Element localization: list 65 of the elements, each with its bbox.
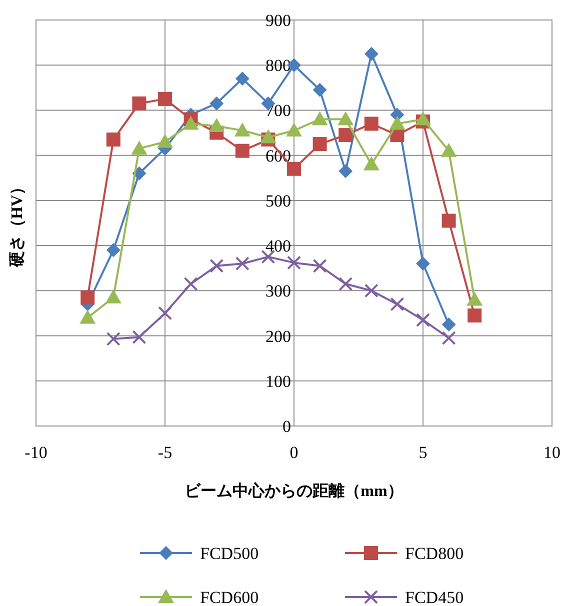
point: [390, 297, 404, 312]
point: [210, 258, 224, 273]
point: [312, 258, 327, 273]
point: [389, 116, 406, 130]
x-axis-title: ビーム中心からの距離（mm）: [184, 481, 404, 500]
point: [80, 310, 96, 324]
point: [364, 46, 378, 61]
point: [235, 72, 250, 86]
y-tick-label: 200: [266, 326, 291, 346]
point: [312, 82, 327, 97]
y-tick-label: 400: [266, 236, 291, 256]
x-tick-label: 10: [544, 443, 560, 462]
point: [210, 96, 224, 110]
legend-label: FCD500: [200, 544, 259, 563]
legend-label: FCD600: [200, 588, 259, 606]
point: [442, 331, 456, 346]
point: [440, 142, 457, 157]
point: [80, 290, 95, 304]
y-tick-label: 900: [266, 11, 291, 30]
point: [363, 156, 380, 170]
y-tick-label: 500: [266, 191, 291, 210]
point: [106, 243, 120, 258]
y-tick-label: 300: [266, 282, 291, 301]
x-tick-label: -10: [24, 443, 48, 462]
point: [338, 128, 353, 142]
legend-label: FCD450: [405, 588, 464, 606]
point: [208, 118, 225, 132]
point: [364, 116, 378, 131]
point: [338, 164, 353, 178]
point: [106, 132, 120, 147]
point: [260, 129, 276, 144]
legend-label: FCD800: [405, 544, 464, 563]
point: [364, 284, 378, 298]
point: [158, 306, 172, 320]
point: [468, 308, 482, 322]
x-tick-label: -5: [158, 443, 172, 462]
y-tick-label: 100: [266, 372, 291, 391]
point: [131, 140, 148, 155]
point: [415, 111, 431, 126]
point: [235, 144, 250, 158]
point: [338, 111, 354, 126]
point: [287, 256, 301, 270]
point: [312, 111, 328, 126]
x-tick-label: 5: [418, 443, 428, 462]
point: [157, 134, 173, 148]
point: [184, 276, 198, 291]
point: [286, 122, 302, 137]
point: [466, 292, 483, 306]
y-axis-title: 硬さ（HV）: [9, 179, 26, 268]
point: [132, 96, 146, 110]
point: [442, 214, 456, 228]
point: [338, 276, 353, 291]
point: [158, 92, 172, 106]
point: [182, 116, 199, 130]
point: [106, 332, 120, 346]
point: [287, 162, 301, 176]
point: [234, 122, 250, 137]
point: [442, 318, 456, 332]
point: [235, 256, 250, 271]
point: [312, 137, 327, 152]
y-tick-label: 0: [282, 417, 291, 436]
point: [416, 312, 430, 327]
point: [132, 330, 146, 344]
point: [416, 256, 430, 271]
point: [105, 289, 122, 304]
